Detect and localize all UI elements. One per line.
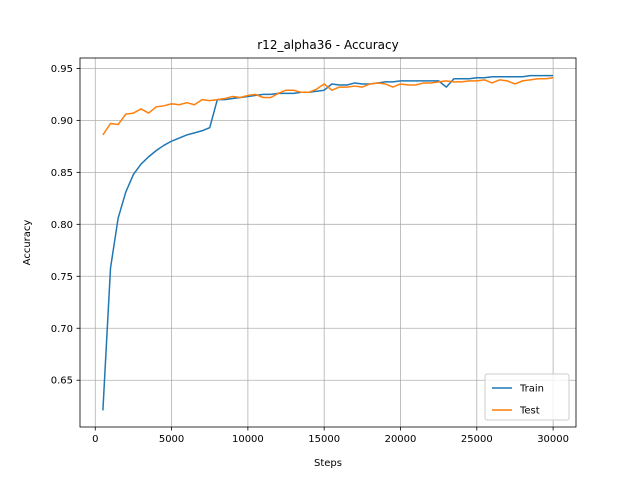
series-layer (102, 74, 554, 411)
y-tick-label: 0.95 (51, 64, 73, 75)
x-tick-label: 5000 (159, 434, 184, 445)
y-tick-label: 0.85 (51, 168, 73, 179)
legend-box (484, 373, 570, 421)
x-tick-label: 20000 (385, 434, 417, 445)
x-tick-label: 0 (92, 434, 98, 445)
x-tick-label: 25000 (461, 434, 493, 445)
y-axis-label: Accuracy (22, 220, 33, 266)
y-tick-label: 0.70 (51, 324, 73, 335)
x-tick-label: 15000 (308, 434, 340, 445)
legend-label-train: Train (519, 384, 544, 395)
y-tick-label: 0.75 (51, 272, 73, 283)
x-axis-label: Steps (314, 458, 342, 469)
legend-label-test: Test (519, 406, 540, 417)
legend: Train Test (484, 373, 570, 421)
chart-title: r12_alpha36 - Accuracy (257, 38, 398, 52)
y-tick-label: 0.80 (51, 220, 73, 231)
plot-area-frame (79, 57, 577, 428)
y-tick-label: 0.65 (51, 376, 73, 387)
y-tick-label: 0.90 (51, 116, 73, 127)
x-tick-label: 30000 (537, 434, 569, 445)
series-line-test (102, 77, 554, 136)
x-tick-label: 10000 (232, 434, 264, 445)
axis-ticks: 0 5000 10000 15000 20000 25000 30000 0.65 0.70 0.… (51, 64, 569, 445)
grid-lines (80, 58, 576, 427)
